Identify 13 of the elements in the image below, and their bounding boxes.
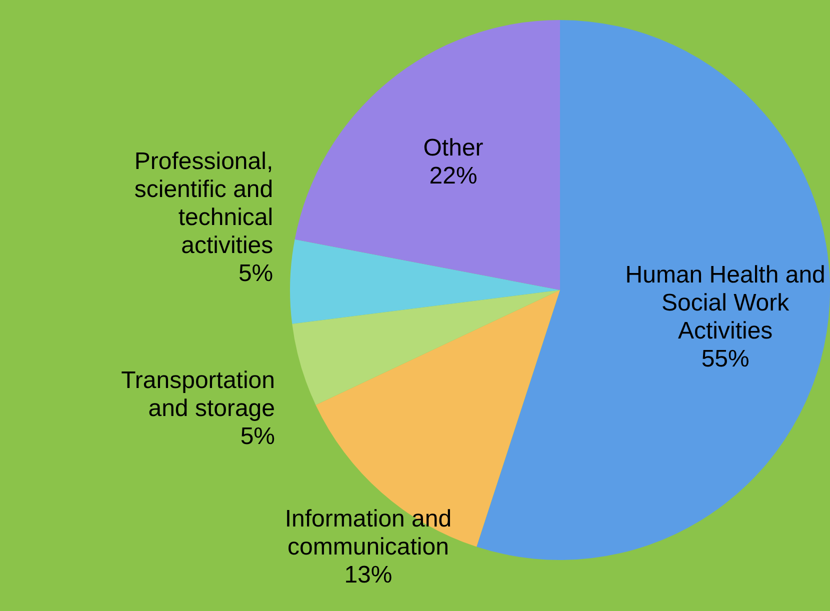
data-label: 5% bbox=[240, 422, 275, 450]
data-label: 22% bbox=[429, 162, 478, 190]
pie-slice bbox=[292, 290, 560, 405]
data-label: 55% bbox=[701, 346, 750, 373]
slice-label: Professional, scientific and technical activities bbox=[134, 148, 274, 260]
pie-slice bbox=[294, 20, 560, 290]
slice-label: Other bbox=[423, 134, 484, 162]
slice-label: Human Health and Social Work Activities bbox=[625, 262, 826, 345]
slice-label: Transportation and storage bbox=[121, 366, 275, 422]
slice-label: Information and communication bbox=[284, 506, 452, 561]
pie-slice bbox=[290, 239, 560, 324]
data-label: 13% bbox=[344, 562, 392, 589]
data-label: 5% bbox=[238, 260, 274, 288]
